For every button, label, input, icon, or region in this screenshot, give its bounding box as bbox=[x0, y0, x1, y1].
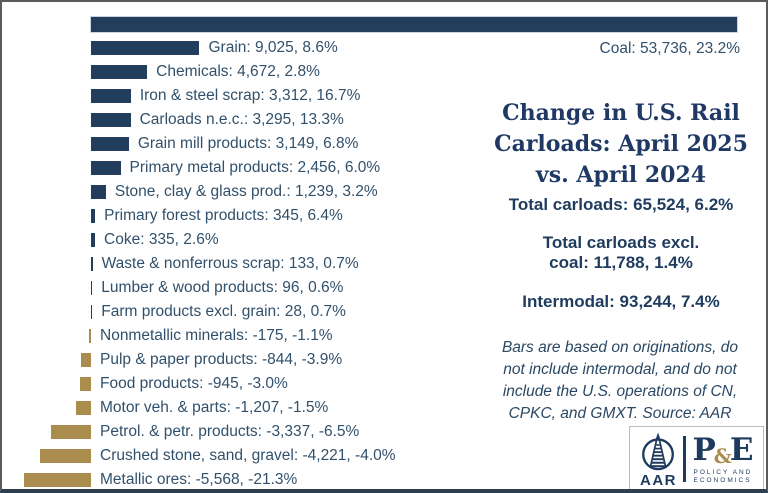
bar-label: Pulp & paper products: -844, -3.9% bbox=[100, 351, 343, 368]
bar bbox=[91, 233, 96, 247]
bar-label: Lumber & wood products: 96, 0.6% bbox=[101, 279, 344, 296]
bar bbox=[91, 113, 131, 127]
bar-label: Metallic ores: -5,568, -21.3% bbox=[100, 471, 298, 488]
bar-row: Waste & nonferrous scrap: 133, 0.7% bbox=[2, 252, 766, 276]
bar-label: Primary metal products: 2,456, 6.0% bbox=[129, 159, 381, 176]
bar-label: Petrol. & petr. products: -3,337, -6.5% bbox=[100, 423, 360, 440]
bar-label: Motor veh. & parts: -1,207, -1.5% bbox=[100, 399, 329, 416]
bar bbox=[91, 89, 131, 103]
pe-letter-e: E bbox=[729, 431, 754, 468]
bar-label: Iron & steel scrap: 3,312, 16.7% bbox=[139, 87, 361, 104]
aar-wordmark: AAR bbox=[639, 471, 677, 489]
bar-row: Grain: 9,025, 8.6% bbox=[2, 36, 766, 60]
bar-row: Primary forest products: 345, 6.4% bbox=[2, 204, 766, 228]
bar-label: Grain mill products: 3,149, 6.8% bbox=[137, 135, 359, 152]
pe-letter-p: P bbox=[692, 431, 716, 468]
bar-row: Chemicals: 4,672, 2.8% bbox=[2, 60, 766, 84]
pe-wordmark: P&E bbox=[692, 434, 753, 469]
bar bbox=[91, 161, 121, 175]
source-footnote: Bars are based on originations, do not i… bbox=[501, 339, 739, 422]
bar-row: Crushed stone, sand, gravel: -4,221, -4.… bbox=[2, 444, 766, 468]
bar-row: Grain mill products: 3,149, 6.8% bbox=[2, 132, 766, 156]
bar-label: Nonmetallic minerals: -175, -1.1% bbox=[100, 327, 333, 344]
bar bbox=[91, 137, 129, 151]
bar-row: Farm products excl. grain: 28, 0.7% bbox=[2, 300, 766, 324]
pe-ampersand: & bbox=[713, 443, 732, 468]
chart-title: Change in U.S. Rail Carloads: April 2025… bbox=[494, 100, 748, 188]
bar bbox=[91, 257, 93, 271]
bar-label: Waste & nonferrous scrap: 133, 0.7% bbox=[101, 255, 359, 272]
bar bbox=[50, 425, 91, 439]
bar bbox=[91, 41, 200, 55]
bar bbox=[79, 377, 91, 391]
total-excl-coal-stat: Total carloads excl. coal: 11,788, 1.4% bbox=[542, 233, 700, 272]
bar-row: Primary metal products: 2,456, 6.0% bbox=[2, 156, 766, 180]
bar-row: Metallic ores: -5,568, -21.3% bbox=[2, 468, 766, 489]
bar-row: Nonmetallic minerals: -175, -1.1% bbox=[2, 324, 766, 348]
intermodal-stat: Intermodal: 93,244, 7.4% bbox=[522, 292, 720, 311]
bar-label: Stone, clay & glass prod.: 1,239, 3.2% bbox=[114, 183, 378, 200]
pe-logo-block: P&E POLICY AND ECONOMICS bbox=[692, 434, 753, 485]
bar bbox=[91, 185, 106, 199]
bar-label: Coke: 335, 2.6% bbox=[104, 231, 219, 248]
bar-label: Farm products excl. grain: 28, 0.7% bbox=[101, 303, 346, 320]
bar-label: Carloads n.e.c.: 3,295, 13.3% bbox=[139, 111, 344, 128]
aar-pe-logo: AAR P&E POLICY AND ECONOMICS bbox=[629, 426, 764, 489]
bar-label: Primary forest products: 345, 6.4% bbox=[104, 207, 343, 224]
bar-label: Grain: 9,025, 8.6% bbox=[208, 39, 338, 56]
logo-divider bbox=[683, 436, 687, 482]
bar-row: Petrol. & petr. products: -3,337, -6.5% bbox=[2, 420, 766, 444]
bar-row: Stone, clay & glass prod.: 1,239, 3.2% bbox=[2, 180, 766, 204]
bar-row: Iron & steel scrap: 3,312, 16.7% bbox=[2, 84, 766, 108]
bar-row: Pulp & paper products: -844, -3.9% bbox=[2, 348, 766, 372]
bar-row: Carloads n.e.c.: 3,295, 13.3% bbox=[2, 108, 766, 132]
coal-bar-label: Coal: 53,736, 23.2% bbox=[599, 40, 740, 57]
pe-subtitle-line2: ECONOMICS bbox=[693, 476, 752, 484]
bar bbox=[91, 305, 93, 319]
bar-row: Motor veh. & parts: -1,207, -1.5% bbox=[2, 396, 766, 420]
coal-bar bbox=[91, 17, 737, 32]
aar-emblem-icon bbox=[642, 432, 675, 470]
bar bbox=[80, 353, 91, 367]
total-carloads-stat: Total carloads: 65,524, 6.2% bbox=[508, 195, 734, 214]
aar-logo-block: AAR bbox=[639, 431, 677, 488]
bar bbox=[91, 281, 93, 295]
bar-label: Crushed stone, sand, gravel: -4,221, -4.… bbox=[100, 447, 396, 464]
pe-subtitle-line1: POLICY AND bbox=[693, 468, 753, 476]
bar-label: Food products: -945, -3.0% bbox=[100, 375, 288, 392]
bar bbox=[91, 209, 96, 223]
bar bbox=[88, 329, 91, 343]
bar bbox=[40, 449, 91, 463]
bar-row: Coke: 335, 2.6% bbox=[2, 228, 766, 252]
bar bbox=[24, 473, 91, 487]
bar-label: Chemicals: 4,672, 2.8% bbox=[156, 63, 320, 80]
bar-row: Food products: -945, -3.0% bbox=[2, 372, 766, 396]
bar bbox=[91, 65, 148, 79]
pe-subtitle: POLICY AND ECONOMICS bbox=[691, 469, 754, 485]
bar bbox=[76, 401, 91, 415]
bar-row: Lumber & wood products: 96, 0.6% bbox=[2, 276, 766, 300]
